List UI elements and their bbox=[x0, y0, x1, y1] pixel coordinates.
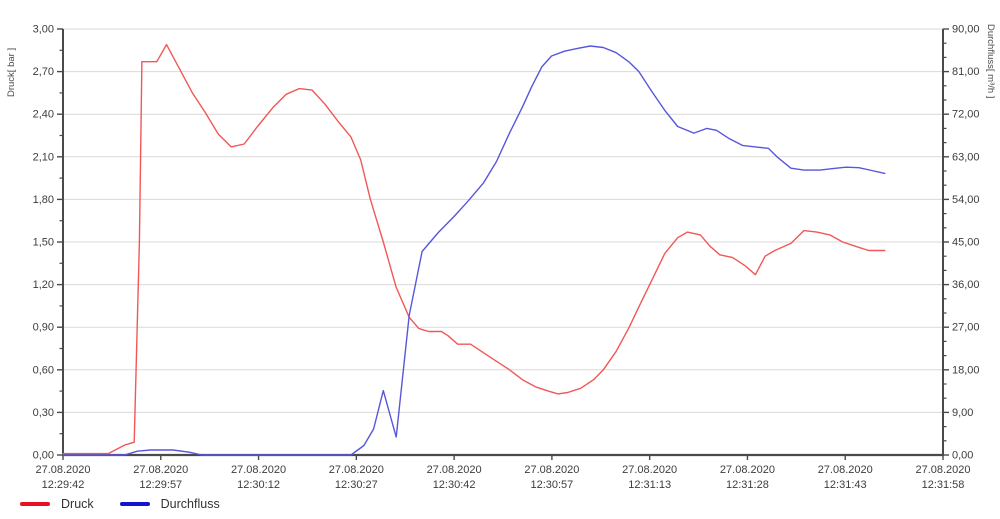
svg-text:27.08.2020: 27.08.2020 bbox=[231, 464, 286, 476]
svg-text:27,00: 27,00 bbox=[952, 322, 980, 334]
legend-item-durchfluss: Durchfluss bbox=[119, 497, 220, 511]
svg-text:0,00: 0,00 bbox=[952, 450, 973, 462]
svg-text:2,40: 2,40 bbox=[33, 109, 54, 121]
svg-text:12:30:57: 12:30:57 bbox=[530, 479, 573, 491]
svg-text:27.08.2020: 27.08.2020 bbox=[427, 464, 482, 476]
svg-text:12:29:42: 12:29:42 bbox=[42, 479, 85, 491]
svg-text:45,00: 45,00 bbox=[952, 237, 980, 249]
svg-text:27.08.2020: 27.08.2020 bbox=[524, 464, 579, 476]
legend-label-durchfluss: Durchfluss bbox=[160, 497, 220, 511]
svg-text:2,10: 2,10 bbox=[33, 151, 54, 163]
y-right-axis-title: Durchfluss[ m³/h ] bbox=[985, 24, 996, 99]
svg-text:12:31:28: 12:31:28 bbox=[726, 479, 769, 491]
svg-text:27.08.2020: 27.08.2020 bbox=[35, 464, 90, 476]
svg-text:63,00: 63,00 bbox=[952, 151, 980, 163]
svg-text:0,30: 0,30 bbox=[33, 407, 54, 419]
svg-text:12:30:27: 12:30:27 bbox=[335, 479, 378, 491]
svg-text:1,20: 1,20 bbox=[33, 279, 54, 291]
svg-text:72,00: 72,00 bbox=[952, 109, 980, 121]
svg-text:0,60: 0,60 bbox=[33, 364, 54, 376]
svg-text:12:30:42: 12:30:42 bbox=[433, 479, 476, 491]
svg-text:36,00: 36,00 bbox=[952, 279, 980, 291]
svg-text:27.08.2020: 27.08.2020 bbox=[133, 464, 188, 476]
svg-text:27.08.2020: 27.08.2020 bbox=[720, 464, 775, 476]
svg-text:0,90: 0,90 bbox=[33, 322, 54, 334]
svg-text:27.08.2020: 27.08.2020 bbox=[915, 464, 970, 476]
svg-text:12:31:58: 12:31:58 bbox=[922, 479, 965, 491]
svg-text:12:31:13: 12:31:13 bbox=[628, 479, 671, 491]
y-left-axis-title: Druck[ bar ] bbox=[6, 47, 17, 97]
svg-text:27.08.2020: 27.08.2020 bbox=[329, 464, 384, 476]
svg-text:27.08.2020: 27.08.2020 bbox=[622, 464, 677, 476]
durchfluss-line-swatch bbox=[119, 502, 150, 506]
svg-text:27.08.2020: 27.08.2020 bbox=[818, 464, 873, 476]
svg-text:9,00: 9,00 bbox=[952, 407, 973, 419]
legend-item-druck: Druck bbox=[20, 497, 94, 511]
legend: Druck Durchfluss bbox=[20, 497, 220, 511]
svg-text:0,00: 0,00 bbox=[33, 450, 54, 462]
svg-text:18,00: 18,00 bbox=[952, 364, 980, 376]
plot-area: 3,00 2,70 2,40 2,10 1,80 1,50 1,20 0,90 0,60 0,30… bbox=[33, 24, 980, 492]
svg-text:54,00: 54,00 bbox=[952, 194, 980, 206]
svg-text:81,00: 81,00 bbox=[952, 66, 980, 78]
legend-label-druck: Druck bbox=[61, 497, 94, 511]
svg-text:12:30:12: 12:30:12 bbox=[237, 479, 280, 491]
svg-text:2,70: 2,70 bbox=[33, 66, 54, 78]
svg-text:1,80: 1,80 bbox=[33, 194, 54, 206]
svg-text:3,00: 3,00 bbox=[33, 24, 54, 36]
druck-line-swatch bbox=[20, 502, 50, 506]
svg-text:12:29:57: 12:29:57 bbox=[139, 479, 182, 491]
svg-text:90,00: 90,00 bbox=[952, 24, 980, 36]
svg-text:1,50: 1,50 bbox=[33, 237, 54, 249]
svg-text:12:31:43: 12:31:43 bbox=[824, 479, 867, 491]
